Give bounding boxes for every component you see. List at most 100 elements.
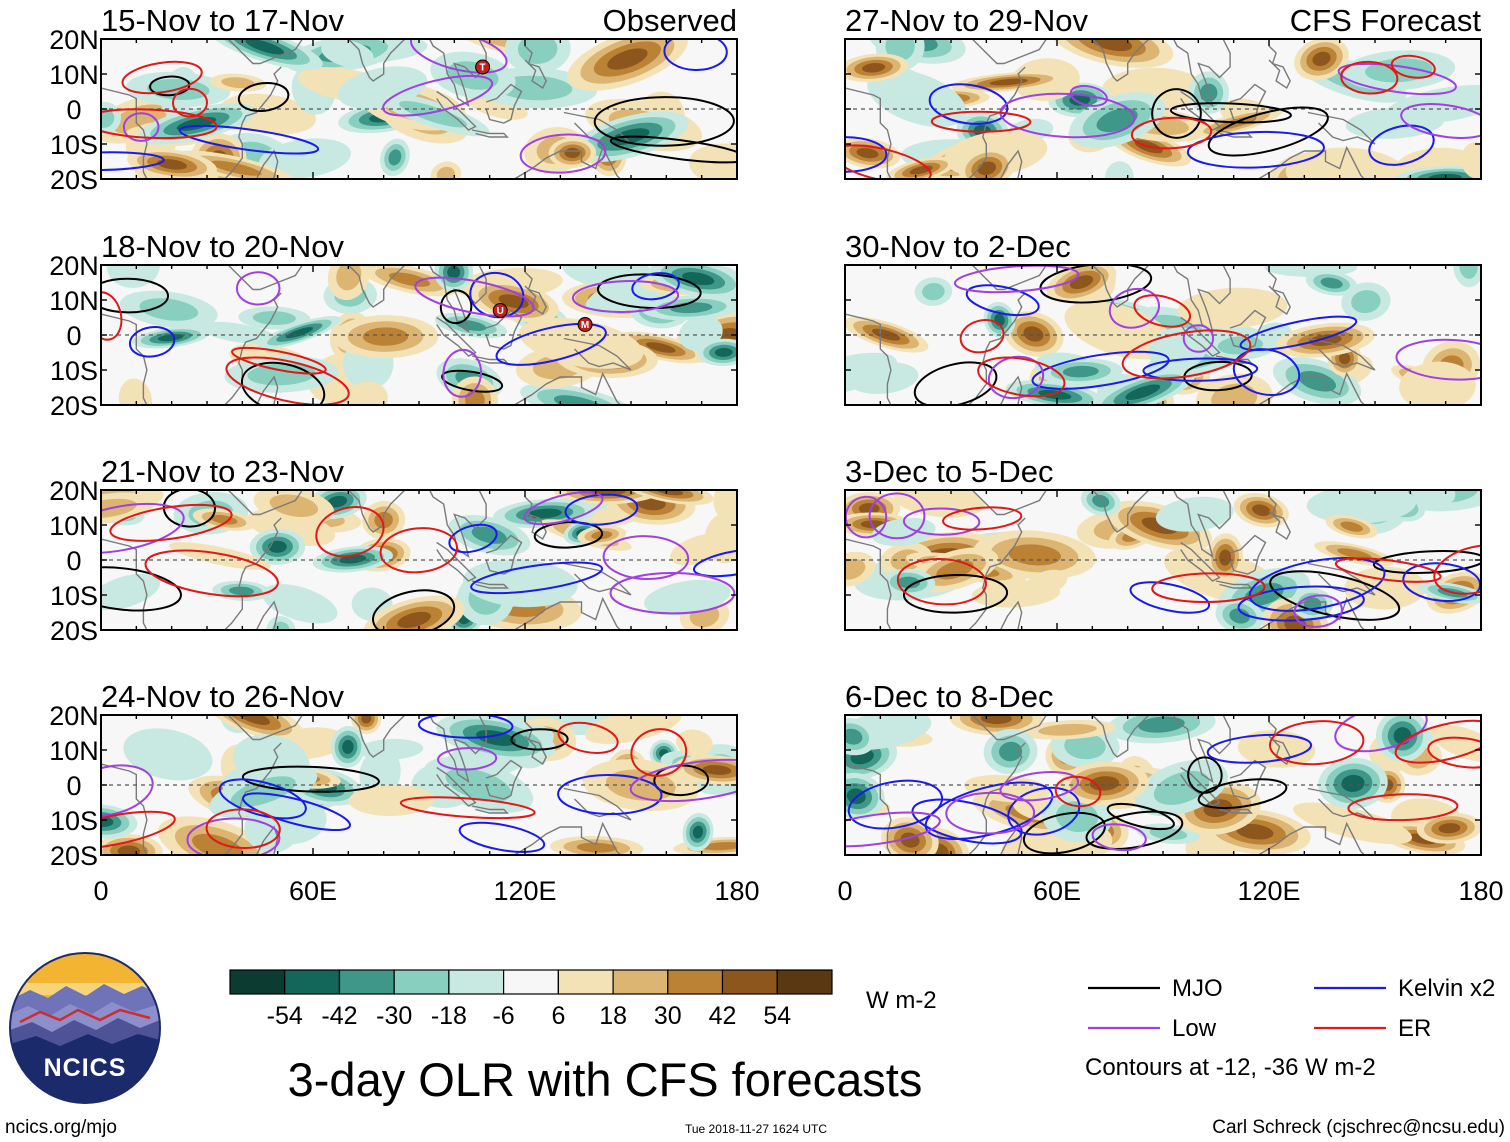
coastline (227, 39, 303, 65)
panels-group: T 15-Nov to 17-Nov Observed 20N 10N 0 10S 20S U M… (49, 3, 1503, 906)
contour-er (109, 503, 233, 542)
coastline (485, 83, 523, 124)
colorbar-label: 18 (599, 1002, 627, 1030)
coastline (1172, 265, 1231, 334)
anomaly-blob (1023, 326, 1044, 342)
anomaly-blob (1410, 490, 1456, 507)
footer-url[interactable]: ncics.org/mjo (5, 1117, 117, 1138)
panel-field (845, 265, 1481, 405)
contour-low (519, 133, 607, 174)
lat-label: 20S (50, 391, 98, 421)
contour-er (101, 108, 218, 140)
contour-er (1433, 544, 1481, 595)
contour-low (1395, 338, 1481, 381)
anomaly-blob (1306, 490, 1417, 524)
contour-kelvin-x2 (663, 39, 728, 72)
anomaly-blob (1292, 802, 1413, 845)
coastline (1180, 90, 1221, 131)
lat-label: 20N (49, 25, 99, 55)
panel-8: 6-Dec to 8-Dec 0 60E 120E 180 (837, 679, 1503, 906)
coastline (1307, 787, 1376, 821)
anomaly-blob (644, 579, 731, 616)
colorbar-box (612, 969, 669, 995)
lat-label: 10S (50, 130, 98, 160)
lon-label: 180 (714, 876, 759, 906)
coastline (845, 538, 892, 630)
coastline (524, 271, 547, 316)
contour-er (121, 60, 203, 95)
contour-mjo (441, 369, 504, 393)
anomaly-blob (101, 573, 161, 611)
panel-title: 3-Dec to 5-Dec (845, 454, 1053, 489)
coastline (513, 821, 622, 855)
lat-label: 20S (50, 616, 98, 646)
colorbar-box (667, 969, 724, 995)
contour-mjo (510, 728, 569, 751)
lat-label: 10N (49, 60, 99, 90)
anomaly-blob (885, 39, 915, 61)
anomaly-blob (1244, 582, 1284, 606)
anomaly-blob (867, 69, 967, 128)
panel-field (845, 39, 1481, 179)
contour-kelvin-x2 (458, 821, 546, 853)
coastline (971, 265, 1047, 291)
contour-er (225, 356, 350, 405)
contour-kelvin-x2 (495, 322, 607, 366)
coastline (971, 490, 1047, 516)
anomaly-blob (1038, 389, 1072, 400)
anomaly-blob (701, 842, 737, 851)
anomaly-blob (702, 765, 732, 775)
contour-er (942, 506, 1023, 531)
anomaly-blob (169, 542, 271, 570)
lat-label: 0 (66, 771, 81, 801)
coastline (845, 87, 892, 179)
anomaly-blob (856, 147, 879, 159)
anomaly-blob (1337, 548, 1372, 560)
anomaly-blob (1024, 569, 1068, 597)
coastline (485, 759, 523, 800)
lat-label: 10S (50, 806, 98, 836)
anomaly-blob (1438, 823, 1461, 834)
contour-low (1334, 715, 1428, 753)
coastline (471, 355, 509, 364)
panel-title: 18-Nov to 20-Nov (101, 229, 344, 264)
contour-kelvin-x2 (911, 798, 1023, 845)
contour-low (602, 535, 690, 581)
lon-label: 60E (289, 876, 337, 906)
contour-low (945, 791, 1036, 835)
contour-low (437, 747, 498, 771)
lat-label: 20N (49, 701, 99, 731)
anomaly-blob (1252, 504, 1271, 516)
tc-marker-label: M (581, 320, 589, 331)
panel-title: 27-Nov to 29-Nov (845, 3, 1088, 38)
contour-mjo (1197, 778, 1288, 809)
coastline (485, 309, 523, 350)
contour-er (1130, 116, 1213, 150)
anomaly-blob (714, 347, 733, 357)
contour-er (557, 721, 619, 754)
coastline (1307, 111, 1376, 145)
coastline (1257, 371, 1366, 405)
contour-mjo (1372, 550, 1481, 574)
coastline (224, 292, 282, 405)
anomaly-blob (1461, 142, 1481, 179)
anomaly-blob (1312, 51, 1331, 67)
coastline (436, 541, 477, 582)
panel-field (845, 715, 1481, 855)
colorbar-box (229, 969, 286, 995)
coastline (968, 517, 1026, 630)
contour-mjo (372, 589, 456, 630)
contour-low (1400, 103, 1481, 139)
colorbar-box (776, 969, 833, 995)
anomaly-blob (1138, 716, 1185, 733)
colorbar-label: -42 (321, 1002, 357, 1030)
contour-mjo (609, 135, 737, 164)
lat-label: 20N (49, 476, 99, 506)
contour-kelvin-x2 (448, 523, 498, 554)
tc-marker-label: U (497, 306, 504, 317)
panel-field (101, 39, 737, 179)
anomaly-blob (269, 494, 319, 518)
anomaly-blob (607, 48, 648, 70)
